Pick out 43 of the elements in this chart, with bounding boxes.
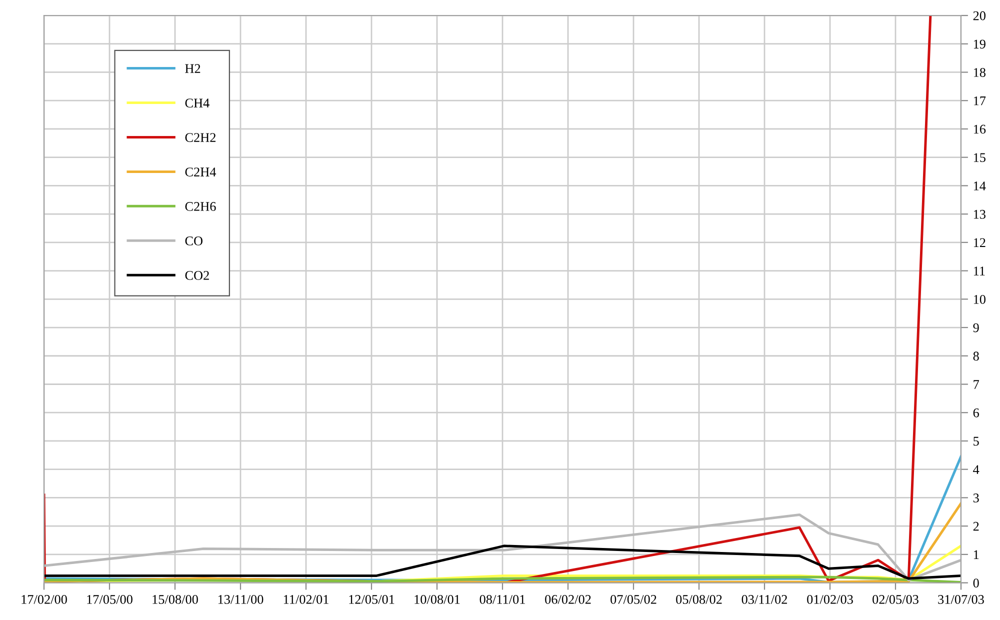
y-tick-label: 16 (974, 124, 986, 134)
y-tick-label: 13 (974, 210, 986, 219)
y-tick-label: 8 (973, 352, 979, 361)
x-tick-label: 01/02/03 (807, 594, 853, 604)
legend-label: CH4 (185, 98, 210, 108)
y-tick-label: 11 (974, 266, 985, 276)
x-tick-label: 10/08/01 (414, 594, 460, 604)
y-tick-label: 18 (974, 68, 986, 77)
y-tick-label: 12 (974, 238, 986, 247)
legend-label: C2H4 (185, 168, 216, 176)
legend-label: CO2 (185, 271, 209, 280)
y-tick-label: 7 (974, 380, 980, 389)
x-tick-label: 31/07/03 (938, 594, 984, 604)
y-tick-label: 19 (974, 40, 986, 49)
x-tick-label: 13/11/00 (218, 594, 264, 604)
x-tick-label: 03/11/02 (742, 594, 787, 604)
y-tick-label: 4 (973, 465, 980, 474)
x-tick-label: 17/02/00 (22, 594, 67, 604)
y-tick-label: 1 (974, 550, 979, 560)
y-tick-label: 14 (974, 182, 986, 190)
y-tick-label: 3 (973, 494, 979, 502)
legend-label: C2H2 (185, 133, 216, 142)
x-tick-label: 06/02/02 (545, 594, 591, 604)
y-tick-label: 20 (973, 11, 986, 20)
legend-label: C2H6 (185, 202, 216, 211)
legend-label: H2 (185, 64, 200, 73)
x-tick-label: 12/05/01 (349, 594, 394, 604)
y-tick-label: 15 (974, 153, 986, 162)
x-tick-label: 07/05/02 (610, 594, 656, 604)
y-tick-label: 5 (974, 436, 979, 446)
x-tick-label: 15/08/00 (152, 594, 198, 604)
x-tick-label: 02/05/03 (872, 594, 918, 604)
y-tick-label: 0 (973, 578, 979, 588)
y-tick-label: 17 (974, 96, 986, 106)
x-tick-label: 05/08/02 (676, 594, 722, 604)
x-tick-label: 08/11/01 (480, 594, 525, 604)
x-tick-label: 17/05/00 (87, 594, 132, 604)
legend-label: CO (185, 236, 203, 246)
y-tick-label: 10 (974, 294, 986, 304)
y-tick-label: 6 (973, 408, 980, 418)
x-tick-label: 11/02/01 (284, 594, 328, 604)
y-tick-label: 9 (973, 323, 979, 332)
y-tick-label: 2 (973, 522, 979, 531)
